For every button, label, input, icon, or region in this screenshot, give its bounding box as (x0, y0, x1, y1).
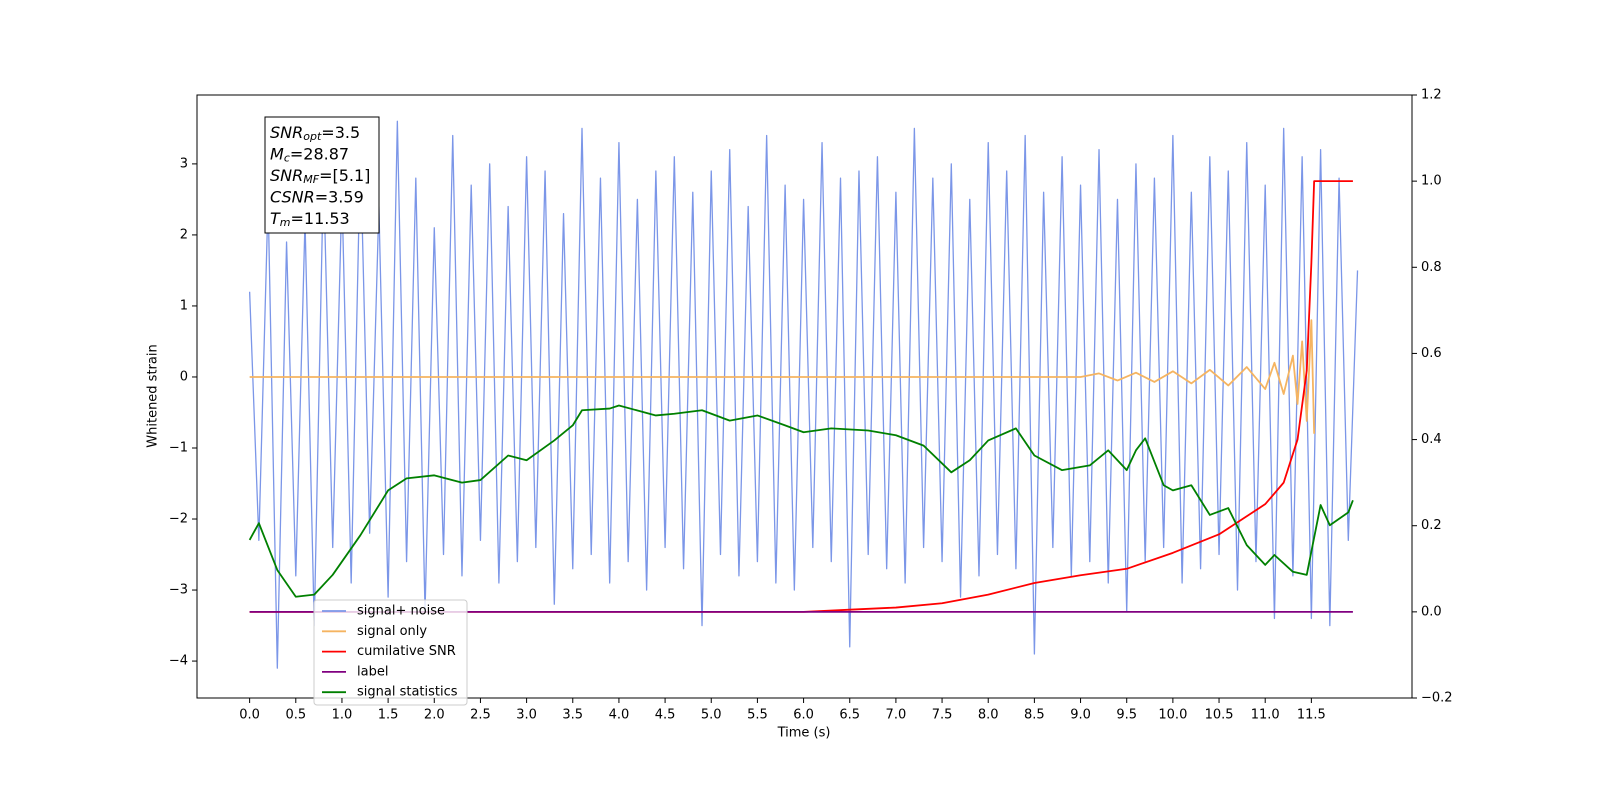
legend-label: label (357, 664, 388, 679)
x-tick-label: 6.5 (839, 708, 860, 723)
x-tick-label: 5.0 (701, 708, 722, 723)
annotation-symbol: T (270, 209, 281, 228)
y-tick-label: 0 (180, 369, 188, 384)
y-tick-label: −1 (169, 440, 188, 455)
y2-tick-label: 0.8 (1421, 260, 1442, 275)
legend: signal+ noise signal only cumilative SNR la… (313, 599, 468, 706)
x-tick-label: 1.5 (378, 708, 399, 723)
x-tick-label: 3.0 (516, 708, 537, 723)
x-tick-label: 2.5 (470, 708, 491, 723)
x-tick-label: 4.0 (609, 708, 630, 723)
legend-label: signal statistics (357, 685, 458, 700)
x-tick-label: 8.5 (1024, 708, 1045, 723)
annotation-line: SNRopt=3.5 (270, 123, 360, 144)
annotation-value: =3.5 (321, 123, 360, 142)
annotation-symbol: SNR (270, 123, 303, 142)
x-tick-label: 9.5 (1116, 708, 1137, 723)
x-tick-label: 8.0 (978, 708, 999, 723)
series-line (248, 120, 1359, 669)
y2-tick-label: 0.4 (1421, 432, 1442, 447)
annotation-value: =11.53 (291, 209, 350, 228)
x-tick-label: 5.5 (747, 708, 768, 723)
annotation-line: CSNR=3.59 (270, 187, 364, 206)
x-tick-label: 10.0 (1158, 708, 1187, 723)
annotation-symbol: CSNR (270, 187, 315, 206)
y-tick-label: −4 (169, 654, 188, 669)
y-tick-label: −3 (169, 583, 188, 598)
annotation-symbol: SNR (270, 166, 303, 185)
annotation-box: SNRopt=3.5Mc=28.87SNRMF=[5.1]CSNR=3.59Tm… (264, 116, 380, 234)
annotation-frame (264, 116, 380, 234)
y-axis-label: Whitened strain (146, 344, 161, 447)
x-tick-label: 6.0 (793, 708, 814, 723)
x-tick-label: 0.5 (285, 708, 306, 723)
x-tick-label: 3.5 (562, 708, 583, 723)
annotation-subscript: m (280, 216, 291, 229)
annotation-value: =28.87 (290, 144, 349, 163)
y-tick-label: 2 (180, 227, 188, 242)
x-tick-label: 2.0 (424, 708, 445, 723)
annotation-subscript: c (284, 152, 290, 165)
y-tick-label: −2 (169, 512, 188, 527)
legend-label: cumilative SNR (357, 644, 456, 659)
axes-frame (196, 94, 1413, 699)
annotation-line: SNRMF=[5.1] (270, 166, 370, 187)
axes: 0.0 0.5 1.0 1.5 2.0 2.5 3.0 3.5 4.0 4.5 5.0 5.5 6.0 6… (169, 88, 1453, 723)
y-tick-label: 3 (180, 156, 188, 171)
series-line (248, 404, 1354, 598)
x-tick-label: 0.0 (239, 708, 260, 723)
x-tick-label: 9.0 (1070, 708, 1091, 723)
x-tick-label: 10.5 (1205, 708, 1234, 723)
series-line (249, 319, 1316, 434)
legend-label: signal only (357, 624, 427, 639)
annotation-value: =[5.1] (319, 166, 370, 185)
legend-label: signal+ noise (357, 604, 445, 619)
x-tick-label: 7.0 (886, 708, 907, 723)
annotation-line: Tm=11.53 (270, 209, 350, 230)
series-line (249, 180, 1353, 613)
y2-tick-label: 1.0 (1421, 174, 1442, 189)
y2-tick-label: −0.2 (1421, 691, 1453, 706)
annotation-subscript: opt (303, 130, 322, 143)
y2-tick-label: 1.2 (1421, 88, 1442, 103)
legend-frame (313, 599, 468, 706)
annotation-value: =3.59 (315, 187, 364, 206)
x-tick-label: 11.5 (1297, 708, 1326, 723)
y2-tick-label: 0.0 (1421, 604, 1442, 619)
annotation-subscript: MF (303, 173, 319, 186)
annotation-symbol: M (270, 144, 284, 163)
annotation-line: Mc=28.87 (270, 144, 349, 165)
y2-tick-label: 0.6 (1421, 346, 1442, 361)
x-tick-label: 7.5 (932, 708, 953, 723)
y2-tick-label: 0.2 (1421, 518, 1442, 533)
y-tick-label: 1 (180, 298, 188, 313)
x-tick-label: 11.0 (1251, 708, 1280, 723)
x-axis-label: Time (s) (777, 726, 831, 741)
x-tick-label: 1.0 (332, 708, 353, 723)
x-tick-label: 4.5 (655, 708, 676, 723)
